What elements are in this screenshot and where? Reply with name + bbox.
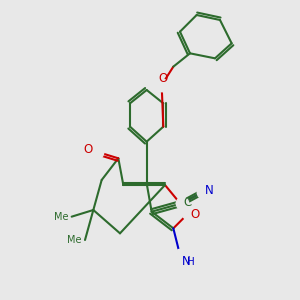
Text: N: N	[182, 255, 191, 268]
Text: O: O	[158, 72, 167, 85]
Text: H: H	[187, 257, 195, 267]
Text: N: N	[205, 184, 214, 197]
Text: C: C	[184, 196, 192, 209]
Text: Me: Me	[68, 235, 82, 245]
Text: O: O	[190, 208, 200, 221]
Text: O: O	[83, 143, 93, 156]
Text: Me: Me	[54, 212, 69, 222]
